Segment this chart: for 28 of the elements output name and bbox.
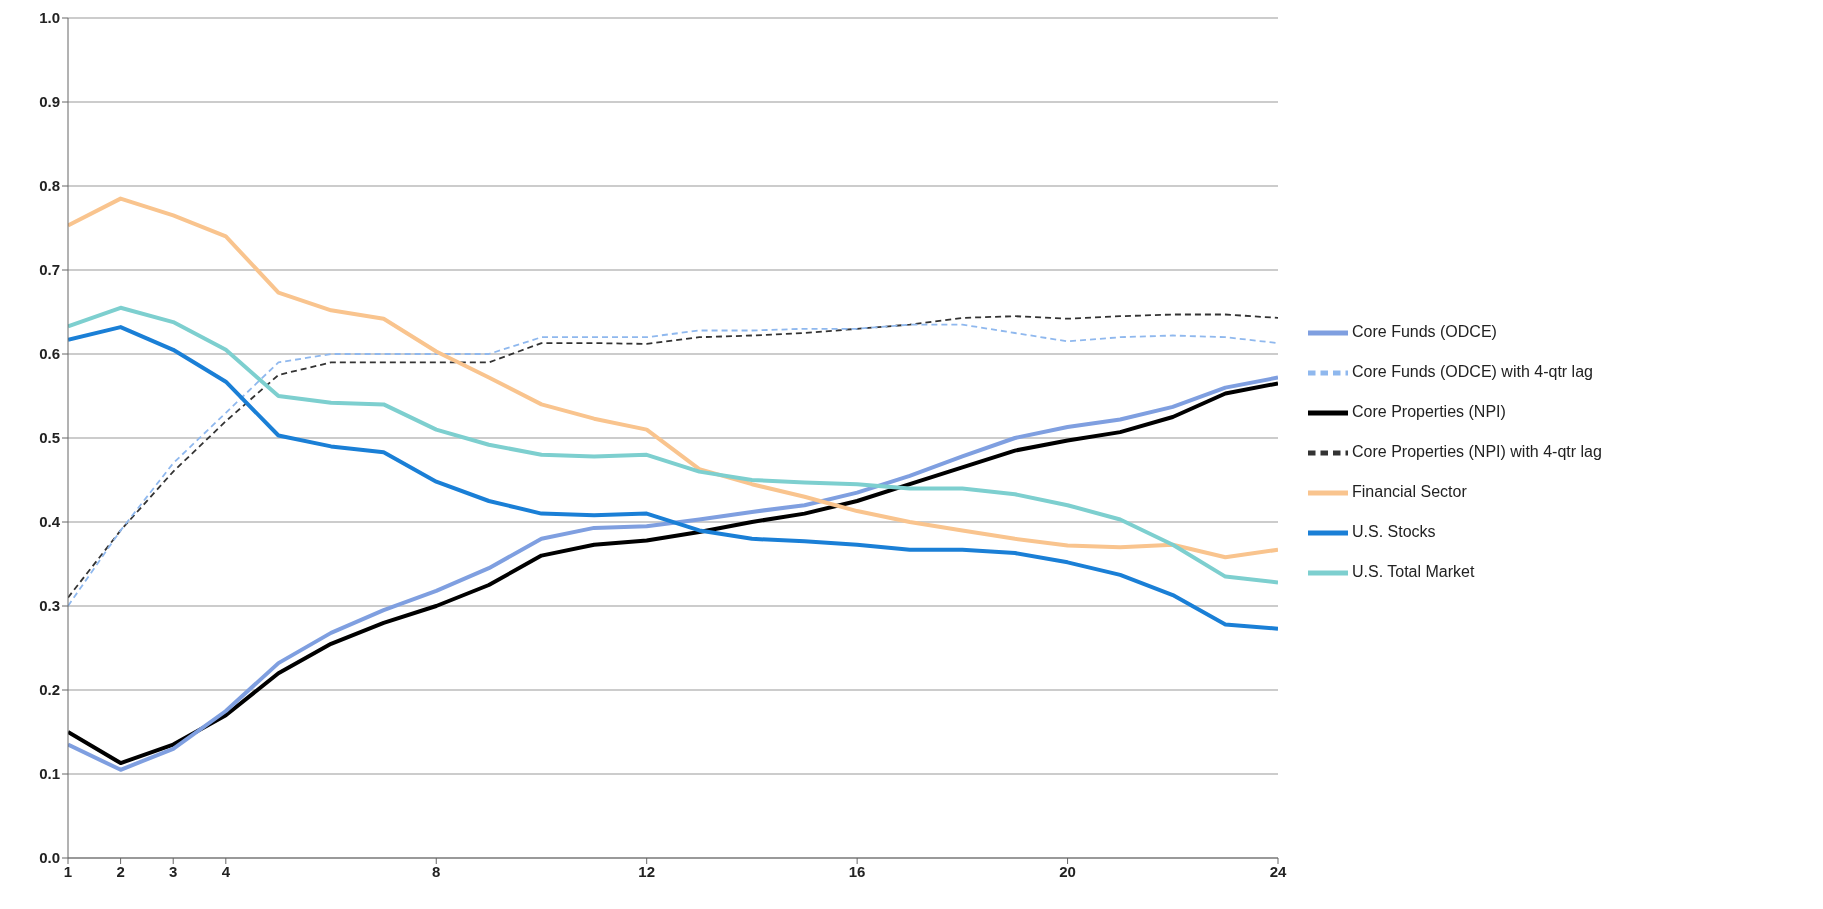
- legend-label: Core Properties (NPI): [1352, 403, 1506, 421]
- x-tick-label: 2: [116, 862, 125, 880]
- legend-label: Financial Sector: [1352, 483, 1467, 501]
- y-tick-label: 1.0: [39, 9, 60, 27]
- x-tick-label: 3: [169, 862, 178, 880]
- y-tick-label: 0.9: [39, 93, 60, 111]
- x-tick-label: 8: [432, 862, 441, 880]
- y-tick-label: 0.6: [39, 345, 60, 363]
- x-tick-label: 12: [638, 862, 656, 880]
- x-tick-label: 1: [63, 862, 73, 880]
- x-tick-label: 20: [1059, 862, 1076, 880]
- y-tick-label: 0.7: [39, 261, 60, 279]
- y-tick-label: 0.5: [39, 429, 60, 447]
- y-tick-label: 0.2: [39, 681, 60, 699]
- y-tick-label: 0.0: [39, 849, 60, 867]
- y-tick-label: 0.1: [39, 765, 60, 783]
- y-tick-label: 0.3: [39, 597, 60, 615]
- x-tick-label: 16: [848, 862, 866, 880]
- legend-label: Core Funds (ODCE) with 4-qtr lag: [1352, 363, 1593, 381]
- x-tick-label: 4: [221, 862, 231, 880]
- legend-label: Core Properties (NPI) with 4-qtr lag: [1352, 443, 1602, 461]
- legend-label: Core Funds (ODCE): [1352, 323, 1497, 341]
- y-tick-label: 0.8: [39, 177, 60, 195]
- y-tick-label: 0.4: [39, 513, 61, 531]
- legend-label: U.S. Total Market: [1352, 563, 1475, 581]
- line-series: [68, 196, 1278, 560]
- x-tick-label: 24: [1269, 862, 1287, 880]
- legend-label: U.S. Stocks: [1352, 523, 1436, 541]
